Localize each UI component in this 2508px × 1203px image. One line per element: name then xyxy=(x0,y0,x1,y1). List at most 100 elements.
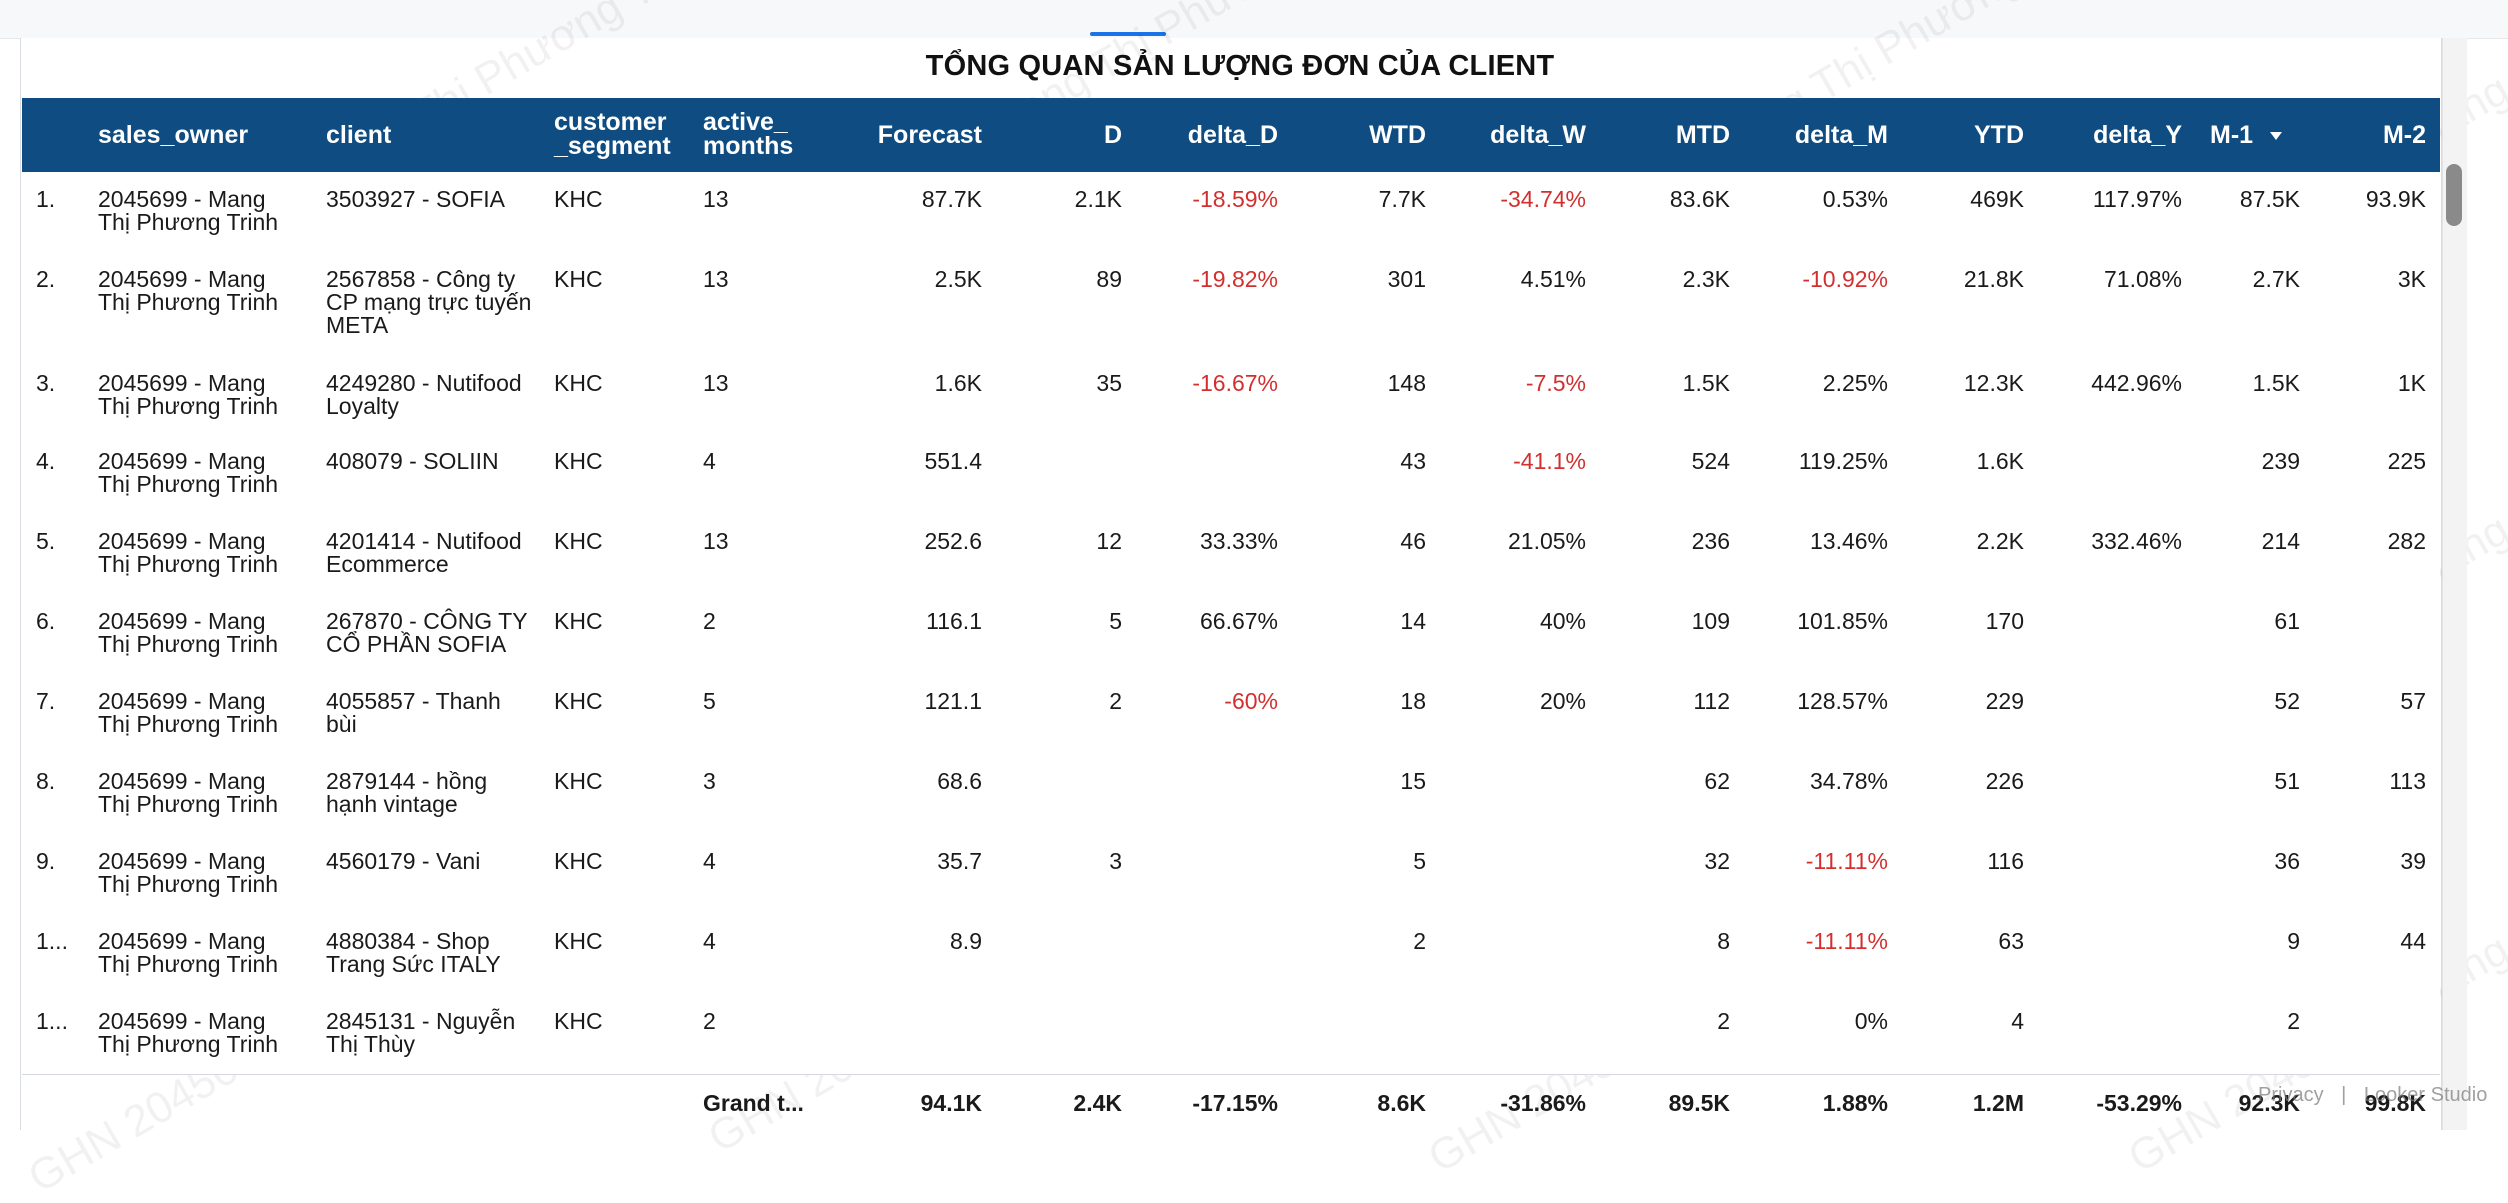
cell-client: 4880384 - Shop Trang Sức ITALY xyxy=(326,928,501,977)
table-row[interactable]: 8. 2045699 - Mang Thị Phương Trinh 2879144… xyxy=(22,754,2440,835)
scrollbar-thumb[interactable] xyxy=(2446,164,2462,226)
cell-sales-owner: 2045699 - Mang Thị Phương Trinh xyxy=(98,528,279,577)
cell-m2: 3K xyxy=(2397,266,2426,292)
grand-total-label: Grand t... xyxy=(703,1090,804,1116)
grand-total-mtd: 89.5K xyxy=(1668,1090,1730,1116)
cell-active-months: 2 xyxy=(703,608,716,634)
column-header-delta-y[interactable]: delta_Y xyxy=(2093,121,2182,149)
cell-delta-m: -11.11% xyxy=(1805,848,1888,874)
column-header-forecast[interactable]: Forecast xyxy=(877,121,982,149)
looker-studio-link[interactable]: Looker Studio xyxy=(2363,1084,2488,1106)
column-header-delta-d[interactable]: delta_D xyxy=(1187,121,1278,149)
cell-forecast: 35.7 xyxy=(937,848,982,874)
cell-customer-segment: KHC xyxy=(554,528,603,554)
cell-mtd: 32 xyxy=(1704,848,1730,874)
cell-sales-owner: 2045699 - Mang Thị Phương Trinh xyxy=(98,688,279,737)
cell-customer-segment: KHC xyxy=(554,448,603,474)
table-row[interactable]: 4. 2045699 - Mang Thị Phương Trinh 408079 … xyxy=(22,434,2440,515)
cell-delta-w: 40% xyxy=(1539,608,1586,634)
cell-ytd: 2.2K xyxy=(1976,528,2024,554)
top-bar xyxy=(0,0,2508,39)
cell-ytd: 170 xyxy=(1985,608,2024,634)
column-header-customer-segment[interactable]: customer _segment xyxy=(554,108,671,160)
cell-ytd: 12.3K xyxy=(1963,370,2024,396)
active-page-indicator[interactable] xyxy=(1090,32,1166,36)
cell-d: 3 xyxy=(1109,848,1122,874)
table-row[interactable]: 3. 2045699 - Mang Thị Phương Trinh 4249280… xyxy=(22,356,2440,435)
cell-mtd: 62 xyxy=(1704,768,1730,794)
cell-customer-segment: KHC xyxy=(554,186,603,212)
row-index: 1. xyxy=(36,186,56,212)
cell-active-months: 2 xyxy=(703,1008,716,1034)
table-row[interactable]: 6. 2045699 - Mang Thị Phương Trinh 267870 … xyxy=(22,594,2440,675)
grand-total-forecast: 94.1K xyxy=(920,1090,982,1116)
column-header-delta-w[interactable]: delta_W xyxy=(1490,121,1586,149)
cell-mtd: 1.5K xyxy=(1682,370,1730,396)
cell-m2: 1K xyxy=(2397,370,2426,396)
cell-customer-segment: KHC xyxy=(554,768,603,794)
cell-delta-w: 4.51% xyxy=(1520,266,1586,292)
report-title: TỔNG QUAN SẢN LƯỢNG ĐƠN CỦA CLIENT xyxy=(925,50,1555,82)
cell-client: 4201414 - Nutifood Ecommerce xyxy=(326,528,522,577)
cell-delta-d: -60% xyxy=(1224,688,1278,714)
cell-wtd: 15 xyxy=(1400,768,1426,794)
cell-d: 2 xyxy=(1109,688,1122,714)
column-header-m1[interactable]: M-1 xyxy=(2210,123,2283,148)
cell-m2: 93.9K xyxy=(2365,186,2426,212)
cell-mtd: 236 xyxy=(1691,528,1730,554)
cell-sales-owner: 2045699 - Mang Thị Phương Trinh xyxy=(98,928,279,977)
cell-ytd: 63 xyxy=(1998,928,2024,954)
cell-delta-w: -34.74% xyxy=(1500,186,1586,212)
table-row[interactable]: 7. 2045699 - Mang Thị Phương Trinh 4055857… xyxy=(22,674,2440,755)
table-row[interactable]: 2. 2045699 - Mang Thị Phương Trinh 2567858… xyxy=(22,252,2440,357)
cell-m2: 44 xyxy=(2400,928,2426,954)
privacy-link[interactable]: Privacy xyxy=(2258,1084,2324,1106)
cell-client: 4249280 - Nutifood Loyalty xyxy=(326,370,522,419)
sort-desc-icon[interactable] xyxy=(2270,132,2283,141)
cell-forecast: 1.6K xyxy=(934,370,982,396)
cell-delta-y: 332.46% xyxy=(2091,528,2182,554)
table-row[interactable]: 9. 2045699 - Mang Thị Phương Trinh 4560179… xyxy=(22,834,2440,915)
cell-delta-d: -18.59% xyxy=(1192,186,1278,212)
cell-forecast: 551.4 xyxy=(924,448,982,474)
cell-forecast: 2.5K xyxy=(934,266,982,292)
table-row[interactable]: 1... 2045699 - Mang Thị Phương Trinh 48803… xyxy=(22,914,2440,995)
cell-forecast: 68.6 xyxy=(937,768,982,794)
cell-delta-m: 0% xyxy=(1854,1008,1888,1034)
table-row[interactable]: 5. 2045699 - Mang Thị Phương Trinh 4201414… xyxy=(22,514,2440,595)
cell-sales-owner: 2045699 - Mang Thị Phương Trinh xyxy=(98,848,279,897)
table-row[interactable]: 1. 2045699 - Mang Thị Phương Trinh 3503927… xyxy=(22,172,2440,253)
table-header: sales_owner client customer _segment act… xyxy=(22,98,2440,172)
column-header-active-months[interactable]: active_ months xyxy=(703,108,794,160)
column-header-m2[interactable]: M-2 xyxy=(2382,121,2426,149)
table-row[interactable]: 1... 2045699 - Mang Thị Phương Trinh 28451… xyxy=(22,994,2440,1075)
cell-m1: 1.5K xyxy=(2252,370,2300,396)
cell-ytd: 1.6K xyxy=(1976,448,2024,474)
cell-m2: 57 xyxy=(2400,688,2426,714)
cell-delta-w: 20% xyxy=(1539,688,1586,714)
column-header-client[interactable]: client xyxy=(326,121,392,149)
cell-client: 2567858 - Công ty CP mạng trực tuyến MET… xyxy=(326,266,532,338)
cell-mtd: 2.3K xyxy=(1682,266,1730,292)
cell-delta-m: 13.46% xyxy=(1809,528,1888,554)
column-header-d[interactable]: D xyxy=(1103,121,1122,149)
column-header-sales-owner[interactable]: sales_owner xyxy=(98,121,249,149)
cell-sales-owner: 2045699 - Mang Thị Phương Trinh xyxy=(98,370,279,419)
cell-ytd: 116 xyxy=(1987,848,2024,874)
cell-active-months: 4 xyxy=(703,928,716,954)
cell-delta-w: -7.5% xyxy=(1525,370,1586,396)
column-header-ytd[interactable]: YTD xyxy=(1974,121,2024,149)
cell-m1: 2 xyxy=(2287,1008,2300,1034)
cell-active-months: 13 xyxy=(703,186,729,212)
cell-client: 408079 - SOLIIN xyxy=(326,448,499,474)
column-header-delta-m[interactable]: delta_M xyxy=(1794,121,1888,149)
cell-client: 4560179 - Vani xyxy=(326,848,481,874)
cell-m1: 51 xyxy=(2274,768,2300,794)
column-header-mtd[interactable]: MTD xyxy=(1675,121,1730,149)
cell-delta-w: 21.05% xyxy=(1507,528,1586,554)
column-header-wtd[interactable]: WTD xyxy=(1369,121,1426,149)
row-index: 7. xyxy=(36,688,56,714)
row-index: 8. xyxy=(36,768,56,794)
cell-forecast: 87.7K xyxy=(921,186,982,212)
cell-mtd: 83.6K xyxy=(1669,186,1730,212)
